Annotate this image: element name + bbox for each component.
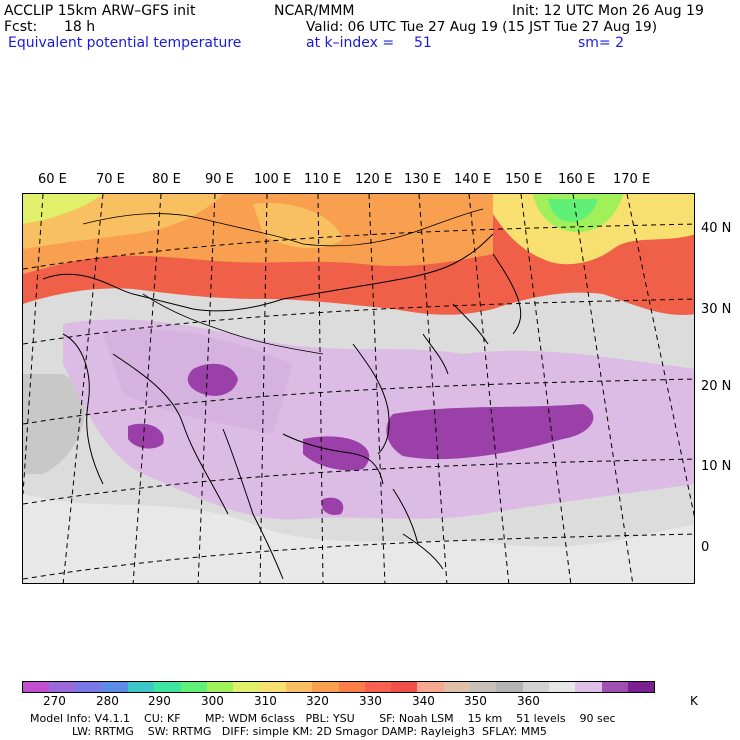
smoothing-label: sm= 2 (578, 35, 625, 51)
colorbar (22, 681, 656, 693)
field-name: Equivalent potential temperature (8, 35, 242, 51)
colorbar-swatch (101, 682, 129, 692)
lon-label: 170 E (613, 172, 651, 187)
lon-label: 70 E (96, 172, 125, 187)
lon-label: 160 E (558, 172, 596, 187)
lon-label: 140 E (454, 172, 492, 187)
colorbar-swatch (364, 682, 392, 692)
colorbar-tick-label: 320 (306, 694, 329, 708)
lat-label: 10 N (701, 459, 732, 474)
fcst-value: 18 h (64, 19, 96, 35)
colorbar-swatch (522, 682, 549, 692)
theta-e-map (22, 193, 695, 584)
colorbar-swatch (627, 682, 655, 692)
lon-label: 130 E (404, 172, 442, 187)
colorbar-swatch (496, 682, 523, 692)
lat-label: 40 N (701, 221, 732, 236)
lat-label: 0 (701, 540, 710, 555)
colorbar-tick-label: 280 (96, 694, 119, 708)
colorbar-tick-label: 300 (201, 694, 224, 708)
colorbar-swatch (285, 682, 313, 692)
colorbar-swatch (601, 682, 628, 692)
lon-label: 100 E (254, 172, 292, 187)
colorbar-tick-label: 330 (359, 694, 382, 708)
colorbar-swatch (470, 682, 497, 692)
lon-label: 60 E (38, 172, 67, 187)
lon-label: 150 E (505, 172, 543, 187)
model-info-line1: Model Info: V4.1.1 CU: KF MP: WDM 6class… (30, 712, 616, 725)
colorbar-tick-label: 340 (412, 694, 435, 708)
colorbar-swatch (23, 682, 50, 692)
model-title: ACCLIP 15km ARW–GFS init (4, 3, 196, 19)
map-field-svg (23, 194, 694, 583)
lon-label: 90 E (205, 172, 234, 187)
colorbar-swatch (338, 682, 365, 692)
colorbar-tick-label: 350 (464, 694, 487, 708)
colorbar-swatch (75, 682, 102, 692)
valid-time: Valid: 06 UTC Tue 27 Aug 19 (15 JST Tue … (306, 19, 657, 35)
fcst-label: Fcst: (4, 19, 38, 35)
colorbar-swatch (154, 682, 181, 692)
lon-label: 110 E (304, 172, 342, 187)
colorbar-tick-label: 270 (43, 694, 66, 708)
colorbar-swatch (180, 682, 208, 692)
colorbar-swatch (233, 682, 260, 692)
level-value: 51 (414, 35, 432, 51)
colorbar-swatch (575, 682, 602, 692)
colorbar-unit: K (690, 694, 698, 708)
lat-label: 20 N (701, 379, 732, 394)
center-name: NCAR/MMM (274, 3, 355, 19)
colorbar-swatch (128, 682, 155, 692)
init-time: Init: 12 UTC Mon 26 Aug 19 (512, 3, 704, 19)
colorbar-swatch (548, 682, 576, 692)
level-label: at k–index = (306, 35, 395, 51)
colorbar-swatch (259, 682, 286, 692)
colorbar-swatch (443, 682, 471, 692)
colorbar-tick-label: 290 (148, 694, 171, 708)
colorbar-swatch (417, 682, 444, 692)
colorbar-swatch (207, 682, 234, 692)
colorbar-swatch (391, 682, 418, 692)
colorbar-tick-label: 310 (254, 694, 277, 708)
colorbar-tick-label: 360 (517, 694, 540, 708)
lon-label: 120 E (355, 172, 393, 187)
model-info-line2: LW: RRTMG SW: RRTMG DIFF: simple KM: 2D … (72, 725, 547, 738)
colorbar-swatch (312, 682, 339, 692)
lat-label: 30 N (701, 302, 732, 317)
colorbar-swatch (49, 682, 76, 692)
lon-label: 80 E (152, 172, 181, 187)
